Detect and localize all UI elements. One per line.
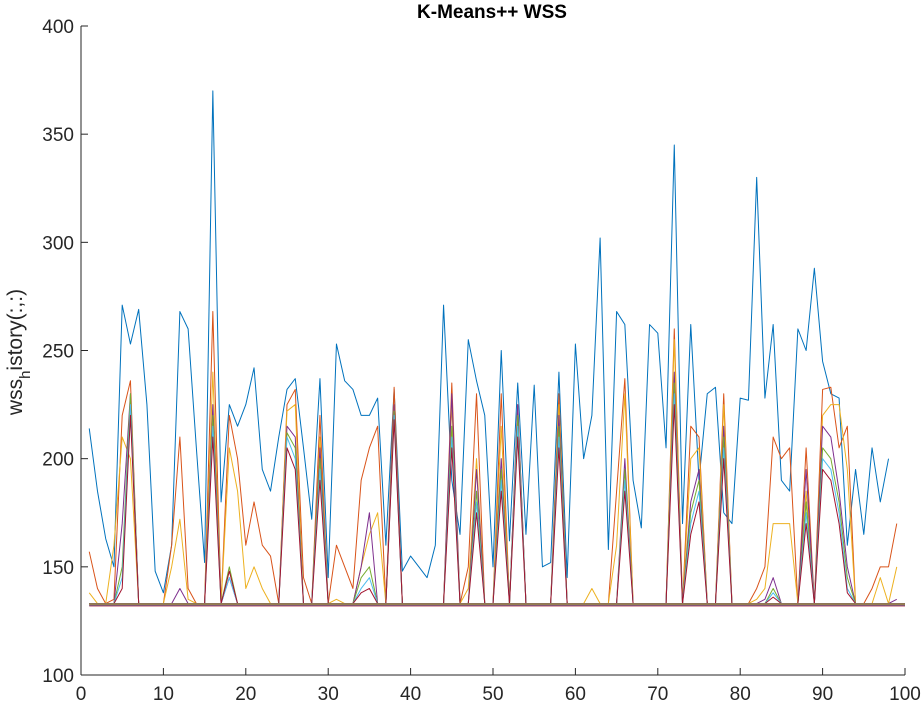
x-tick-label: 80 <box>730 684 751 705</box>
x-tick-label: 20 <box>235 684 256 705</box>
x-tick-label: 0 <box>76 684 87 705</box>
x-tick-label: 40 <box>400 684 421 705</box>
y-tick-label: 200 <box>42 450 74 471</box>
y-axis-label: wsshistory(:,:) <box>4 289 34 416</box>
x-tick-label: 100 <box>889 684 921 705</box>
series-line-1 <box>88 90 890 594</box>
chart-title: K-Means++ WSS <box>417 2 567 23</box>
y-tick-label: 150 <box>42 558 74 579</box>
y-tick-label: 300 <box>42 233 74 254</box>
x-tick-label: 50 <box>482 684 503 705</box>
y-tick-label: 250 <box>42 342 74 363</box>
series-line-6 <box>89 393 897 605</box>
y-axis-label-main: wss <box>4 379 27 416</box>
x-tick-label: 90 <box>812 684 833 705</box>
y-tick-label: 100 <box>42 666 74 687</box>
series-layer <box>88 90 905 607</box>
y-tick-label: 400 <box>42 17 74 38</box>
x-tick-label: 60 <box>565 684 586 705</box>
y-axis-label-rest: istory(:,:) <box>4 289 27 371</box>
y-axis-label-subscript: h <box>17 371 34 379</box>
x-tick-label: 30 <box>318 684 339 705</box>
axes: 0 10 20 30 40 50 60 70 80 90 100 100 150 200 250 300 350… <box>42 17 921 705</box>
x-tick-label: 10 <box>153 684 174 705</box>
x-tick-label: 70 <box>647 684 668 705</box>
y-tick-label: 350 <box>42 125 74 146</box>
